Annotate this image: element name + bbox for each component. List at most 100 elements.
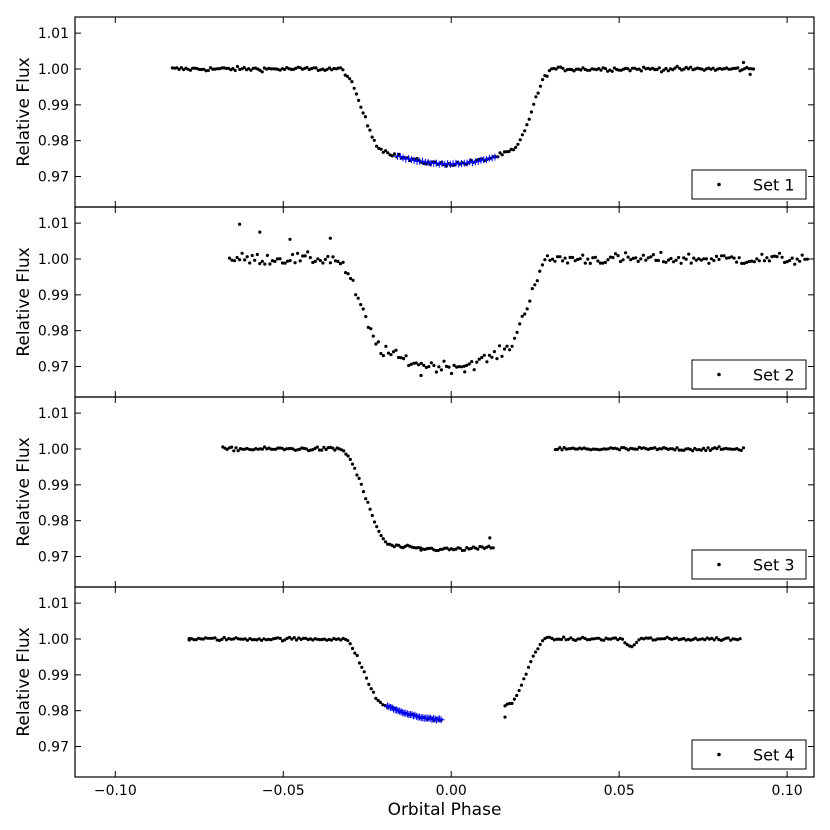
data-point bbox=[243, 637, 247, 641]
data-point bbox=[197, 67, 201, 71]
data-point bbox=[597, 67, 601, 71]
data-point bbox=[538, 84, 543, 88]
data-point bbox=[498, 151, 502, 155]
data-point bbox=[348, 642, 352, 646]
data-point bbox=[693, 636, 698, 640]
data-point bbox=[458, 546, 462, 550]
data-point bbox=[333, 448, 337, 452]
data-point bbox=[800, 253, 804, 257]
data-point bbox=[255, 252, 259, 257]
legend-box bbox=[691, 549, 807, 580]
data-point bbox=[447, 365, 451, 369]
data-point bbox=[561, 66, 565, 70]
data-point bbox=[313, 259, 317, 263]
data-point bbox=[590, 637, 594, 641]
data-point bbox=[278, 257, 282, 261]
legend-label: Set 1 bbox=[753, 176, 795, 195]
data-point bbox=[649, 636, 653, 640]
data-point bbox=[586, 257, 590, 261]
data-point bbox=[748, 72, 752, 76]
data-point bbox=[514, 145, 518, 149]
data-point bbox=[666, 69, 670, 73]
data-point bbox=[576, 637, 580, 641]
data-point bbox=[346, 454, 350, 458]
data-point bbox=[348, 77, 352, 81]
data-point bbox=[437, 365, 441, 369]
legend-marker bbox=[717, 562, 721, 567]
data-point bbox=[394, 348, 398, 352]
data-point bbox=[617, 448, 622, 452]
y-axis-title: Relative Flux bbox=[14, 437, 34, 546]
data-point bbox=[608, 255, 613, 259]
y-tick-label: 0.97 bbox=[38, 170, 69, 186]
data-point bbox=[613, 636, 618, 640]
data-point bbox=[724, 636, 728, 640]
data-point bbox=[386, 351, 391, 355]
data-point bbox=[558, 446, 562, 450]
data-point bbox=[245, 255, 249, 259]
data-point bbox=[691, 449, 695, 453]
data-point bbox=[673, 448, 677, 452]
data-point bbox=[612, 66, 617, 70]
data-point bbox=[359, 482, 363, 486]
data-point bbox=[675, 446, 679, 450]
data-point bbox=[606, 258, 610, 262]
data-point bbox=[566, 261, 570, 265]
data-point bbox=[350, 80, 354, 84]
data-point bbox=[238, 258, 242, 262]
data-point bbox=[323, 257, 327, 261]
data-point bbox=[271, 447, 275, 451]
data-point bbox=[419, 373, 423, 378]
data-point bbox=[202, 67, 206, 71]
data-point bbox=[547, 69, 552, 73]
data-point bbox=[361, 307, 365, 311]
data-point bbox=[374, 696, 378, 701]
data-point bbox=[374, 342, 378, 346]
data-point bbox=[704, 448, 708, 453]
data-point bbox=[503, 715, 507, 719]
model-marker bbox=[385, 703, 393, 711]
data-point bbox=[585, 638, 589, 642]
data-point bbox=[742, 261, 746, 265]
data-point bbox=[644, 258, 648, 262]
data-point bbox=[467, 362, 471, 366]
data-point bbox=[563, 256, 567, 260]
data-point bbox=[805, 257, 809, 261]
data-point bbox=[311, 638, 315, 642]
data-point bbox=[671, 68, 675, 72]
data-point bbox=[803, 257, 807, 261]
data-point bbox=[502, 347, 507, 351]
data-point bbox=[528, 299, 532, 303]
data-point bbox=[653, 68, 657, 72]
data-point bbox=[266, 637, 271, 642]
data-point bbox=[383, 540, 388, 544]
data-point bbox=[381, 537, 385, 541]
data-point bbox=[366, 500, 370, 504]
data-point bbox=[626, 67, 630, 71]
data-point bbox=[642, 65, 646, 69]
data-point bbox=[581, 253, 585, 257]
data-point bbox=[487, 353, 491, 357]
data-point bbox=[359, 303, 363, 307]
data-point bbox=[629, 258, 633, 262]
data-point bbox=[480, 355, 484, 360]
data-point bbox=[602, 447, 606, 451]
data-point bbox=[350, 462, 355, 466]
data-point bbox=[273, 259, 277, 263]
data-point bbox=[649, 255, 653, 259]
data-point bbox=[500, 153, 504, 157]
data-point bbox=[592, 637, 596, 641]
x-tick-label: −0.05 bbox=[262, 783, 305, 799]
data-point bbox=[235, 64, 240, 69]
model-marker bbox=[403, 710, 411, 718]
data-point bbox=[338, 262, 343, 266]
data-point bbox=[177, 67, 181, 71]
data-point bbox=[630, 645, 634, 649]
data-point bbox=[465, 363, 469, 367]
data-point bbox=[379, 147, 383, 151]
legend-label: Set 3 bbox=[753, 556, 795, 575]
data-point bbox=[389, 353, 393, 357]
data-point bbox=[747, 67, 751, 71]
data-point bbox=[182, 68, 186, 72]
